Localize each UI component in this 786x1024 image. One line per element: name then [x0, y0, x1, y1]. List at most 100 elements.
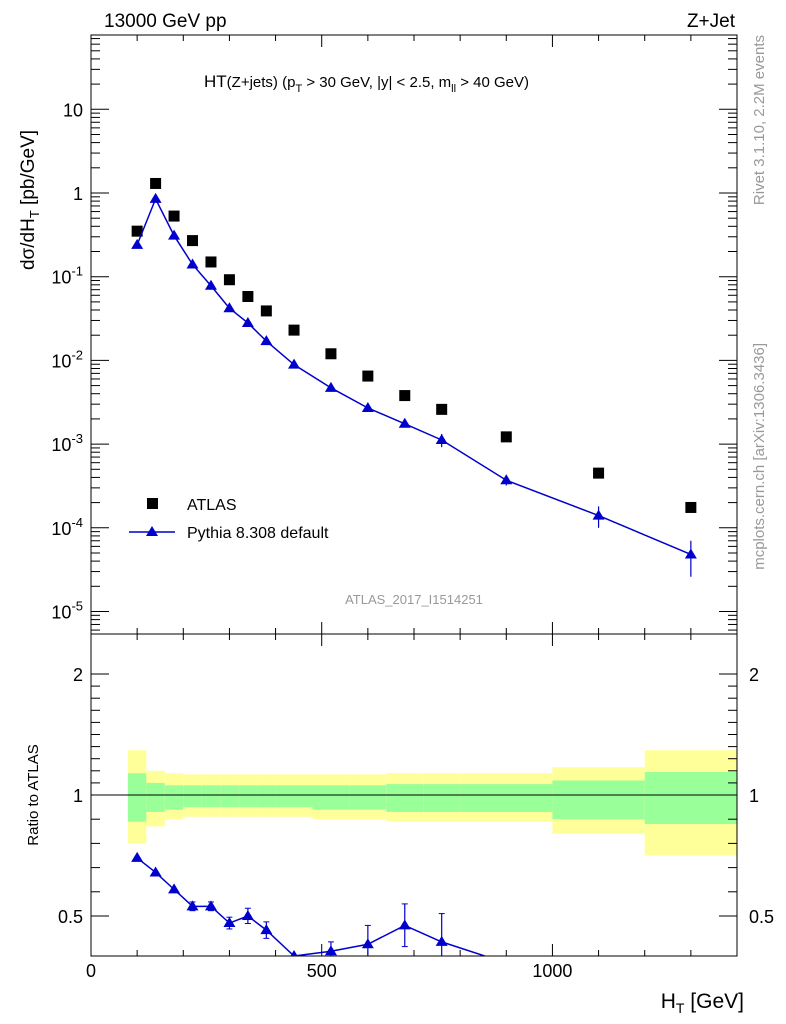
atlas-data-point	[325, 348, 337, 360]
green-band-bin	[312, 785, 350, 810]
pythia-point	[500, 474, 513, 485]
atlas-data-point	[205, 256, 217, 268]
x-tick-label: 0	[86, 961, 96, 981]
y-tick-label: 1	[73, 184, 83, 204]
main-panel-marks	[131, 177, 697, 577]
main-title: HT(Z+jets) (pT > 30 GeV, |y| < 2.5, mll …	[204, 72, 529, 95]
pythia-point	[684, 548, 697, 559]
x-tick-label: 1000	[532, 961, 572, 981]
ratio-pythia-point	[361, 938, 374, 949]
atlas-data-point	[500, 431, 512, 443]
pythia-point	[131, 238, 144, 249]
green-band-bin	[164, 785, 184, 810]
green-band-bin	[552, 780, 645, 820]
pythia-point	[186, 258, 199, 269]
pythia-point	[592, 509, 605, 520]
green-band-bin	[275, 785, 313, 808]
atlas-data-point	[260, 305, 272, 317]
green-band-bin	[460, 784, 553, 812]
ratio-y-tick-label: 2	[73, 665, 83, 685]
x-tick-label: 500	[307, 961, 337, 981]
green-band-bin	[183, 785, 202, 808]
pythia-point	[204, 279, 217, 290]
pythia-point	[149, 192, 162, 203]
analysis-watermark: ATLAS_2017_I1514251	[345, 592, 483, 607]
y-tick-label: 10-1	[51, 264, 83, 288]
atlas-data-point	[131, 225, 143, 237]
ratio-uncertainty-bands	[91, 750, 737, 856]
atlas-data-point	[168, 210, 180, 222]
mcplots-label: mcplots.cern.ch [arXiv:1306.3436]	[751, 343, 768, 570]
ratio-y-tick-label: 1	[73, 786, 83, 806]
pythia-point	[288, 358, 301, 369]
pythia-point	[398, 417, 411, 428]
atlas-data-point	[187, 235, 199, 247]
green-band-bin	[257, 785, 276, 808]
y-tick-label: 10-4	[51, 515, 83, 539]
ratio-pythia-point	[241, 910, 254, 920]
green-band-bin	[644, 772, 737, 825]
ratio-pythia-point	[186, 900, 199, 911]
x-axis-title: HT [GeV]	[661, 990, 744, 1016]
legend-marker-atlas	[147, 498, 158, 509]
legend-marker-pythia	[146, 526, 158, 536]
pythia-point	[324, 381, 337, 392]
rivet-label: Rivet 3.1.10, 2.2M events	[751, 35, 768, 205]
pythia-point	[168, 229, 181, 240]
atlas-data-point	[288, 324, 300, 336]
ratio-series-group	[131, 851, 512, 967]
atlas-data-point	[242, 291, 254, 303]
ratio-pythia-point	[500, 957, 512, 967]
atlas-data-point	[150, 177, 162, 189]
pythia-point	[241, 316, 254, 327]
atlas-data-point	[593, 467, 605, 479]
atlas-data-point	[362, 370, 374, 382]
ratio-y-tick-label-right: 2	[749, 665, 759, 685]
main-panel-frame	[90, 34, 738, 635]
axis-ticks: 0 500 1000 10-5 10-4 10-3 10-2 10-1 1 10 0.5 0.5 1 1 2…	[51, 35, 774, 981]
y-tick-label: 10-3	[51, 431, 83, 455]
main-y-axis-title: dσ/dHT [pb/GeV]	[18, 130, 42, 270]
atlas-data-point	[436, 403, 448, 415]
ratio-pythia-point	[398, 919, 411, 930]
ratio-panel-marks	[131, 851, 512, 967]
pythia-point	[223, 302, 236, 313]
ratio-y-axis-title: Ratio to ATLAS	[25, 744, 42, 845]
pythia-point	[435, 433, 448, 444]
legend: ATLAS Pythia 8.308 default	[129, 497, 329, 542]
ratio-y-tick-label: 0.5	[58, 907, 83, 927]
green-band-bin	[238, 785, 258, 808]
pythia-point	[361, 401, 374, 412]
ratio-pythia-point	[131, 851, 144, 862]
atlas-data-point	[399, 390, 411, 402]
ratio-pythia-point	[149, 866, 162, 877]
ratio-pythia-point	[168, 883, 181, 894]
ratio-pythia-point	[223, 917, 236, 928]
green-band-bin	[423, 784, 461, 812]
atlas-data-point	[685, 501, 697, 513]
header-left: 13000 GeV pp	[104, 11, 227, 32]
ratio-y-tick-label-right: 1	[749, 786, 759, 806]
ratio-pythia-point	[260, 924, 273, 935]
green-band-bin	[349, 785, 387, 810]
pythia-line	[136, 197, 692, 556]
atlas-data-point	[223, 274, 235, 286]
pythia-point	[260, 335, 273, 346]
ratio-y-tick-label-right: 0.5	[749, 907, 774, 927]
ratio-pythia-point	[204, 900, 217, 911]
y-tick-label: 10-5	[51, 599, 83, 623]
green-band-bin	[146, 782, 165, 812]
green-band-bin	[220, 785, 239, 808]
ratio-pythia-point	[324, 945, 337, 956]
ratio-pythia-point	[435, 935, 448, 946]
ratio-pythia-point	[290, 950, 298, 956]
y-tick-label: 10-2	[51, 347, 83, 371]
header-right: Z+Jet	[687, 11, 736, 32]
green-band-bin	[127, 773, 147, 822]
legend-label-atlas: ATLAS	[187, 497, 237, 514]
green-band-bin	[386, 784, 424, 812]
legend-label-pythia: Pythia 8.308 default	[187, 525, 329, 542]
y-tick-label: 10	[63, 100, 83, 120]
green-band-bin	[201, 785, 221, 808]
